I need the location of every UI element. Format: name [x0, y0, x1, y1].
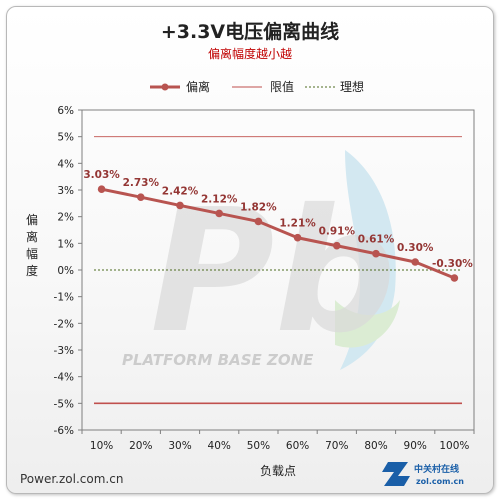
- y-tick-label: 5%: [57, 132, 74, 144]
- y-axis-label: 偏离幅度: [26, 212, 38, 278]
- data-point: [97, 185, 106, 193]
- legend-label-ideal: 理想: [340, 79, 364, 94]
- y-tick-label: -1%: [54, 292, 74, 304]
- data-label: 0.61%: [358, 234, 395, 246]
- y-tick-label: -6%: [54, 425, 74, 437]
- zol-logo-main-text: 中关村在线: [414, 463, 459, 475]
- y-tick-label: 4%: [57, 158, 74, 170]
- y-tick-label: -3%: [54, 345, 74, 357]
- zol-logo-mark: [382, 462, 410, 486]
- data-point: [333, 241, 341, 250]
- data-label: 2.42%: [162, 185, 199, 197]
- data-point: [411, 258, 420, 266]
- source-text: Power.zol.com.cn: [20, 472, 123, 486]
- plot-area: 6% 5% 4% 3% 2% 1% 0% -1% -2% -3% -4% -5% -6% 10% 20% 30…: [54, 105, 475, 452]
- data-point: [215, 209, 223, 218]
- data-label: 2.73%: [123, 177, 160, 189]
- x-tick-label: 40%: [208, 440, 231, 452]
- zol-logo-sub-text: zol.com.cn: [416, 477, 464, 486]
- data-label: 0.30%: [397, 242, 434, 254]
- data-point: [372, 249, 380, 258]
- x-axis-label: 负载点: [260, 464, 296, 478]
- x-tick-label: 100%: [439, 440, 469, 452]
- x-tick-label: 60%: [286, 440, 309, 452]
- watermark-swoosh-shape: [335, 300, 400, 348]
- data-label: 3.03%: [83, 169, 120, 181]
- x-tick-label: 80%: [364, 440, 387, 452]
- data-label: 2.12%: [201, 193, 238, 205]
- data-label: 1.82%: [240, 201, 277, 213]
- x-tick-label: 30%: [168, 440, 191, 452]
- legend-marker-deviation: [161, 83, 169, 91]
- data-label: -0.30%: [432, 258, 473, 270]
- x-tick-label: 50%: [247, 440, 270, 452]
- data-point: [450, 274, 459, 282]
- x-tick-label: 70%: [325, 440, 348, 452]
- data-point: [176, 201, 184, 210]
- y-tick-label: 0%: [57, 265, 74, 277]
- chart-subtitle: 偏离幅度越小越: [208, 46, 292, 61]
- y-tick-label: 1%: [57, 238, 74, 250]
- y-tick-label: 2%: [57, 212, 74, 224]
- y-tick-label: -4%: [54, 372, 74, 384]
- legend-label-limit: 限值: [270, 79, 294, 94]
- watermark: Pb PLATFORM BASE ZONE: [122, 150, 400, 371]
- watermark-letters: Pb: [150, 173, 396, 371]
- x-tick-label: 20%: [129, 440, 152, 452]
- x-tick-label: 10%: [90, 440, 113, 452]
- y-tick-label: -5%: [54, 398, 74, 410]
- data-point: [137, 193, 145, 201]
- legend-label-deviation: 偏离: [186, 79, 210, 94]
- data-label: 0.91%: [319, 226, 356, 238]
- legend: 偏离 限值 理想: [150, 79, 364, 94]
- data-point: [254, 217, 263, 226]
- y-tick-label: 3%: [57, 185, 74, 197]
- chart-title: +3.3V电压偏离曲线: [161, 20, 339, 43]
- x-tick-label: 90%: [404, 440, 427, 452]
- series-line-deviation: [101, 187, 455, 280]
- data-point: [293, 233, 302, 242]
- watermark-text: PLATFORM BASE ZONE: [122, 351, 314, 369]
- y-tick-label: -2%: [54, 318, 74, 330]
- zol-logo: 中关村在线 zol.com.cn: [382, 462, 464, 486]
- data-label: 1.21%: [279, 218, 316, 230]
- y-tick-label: 6%: [57, 105, 74, 117]
